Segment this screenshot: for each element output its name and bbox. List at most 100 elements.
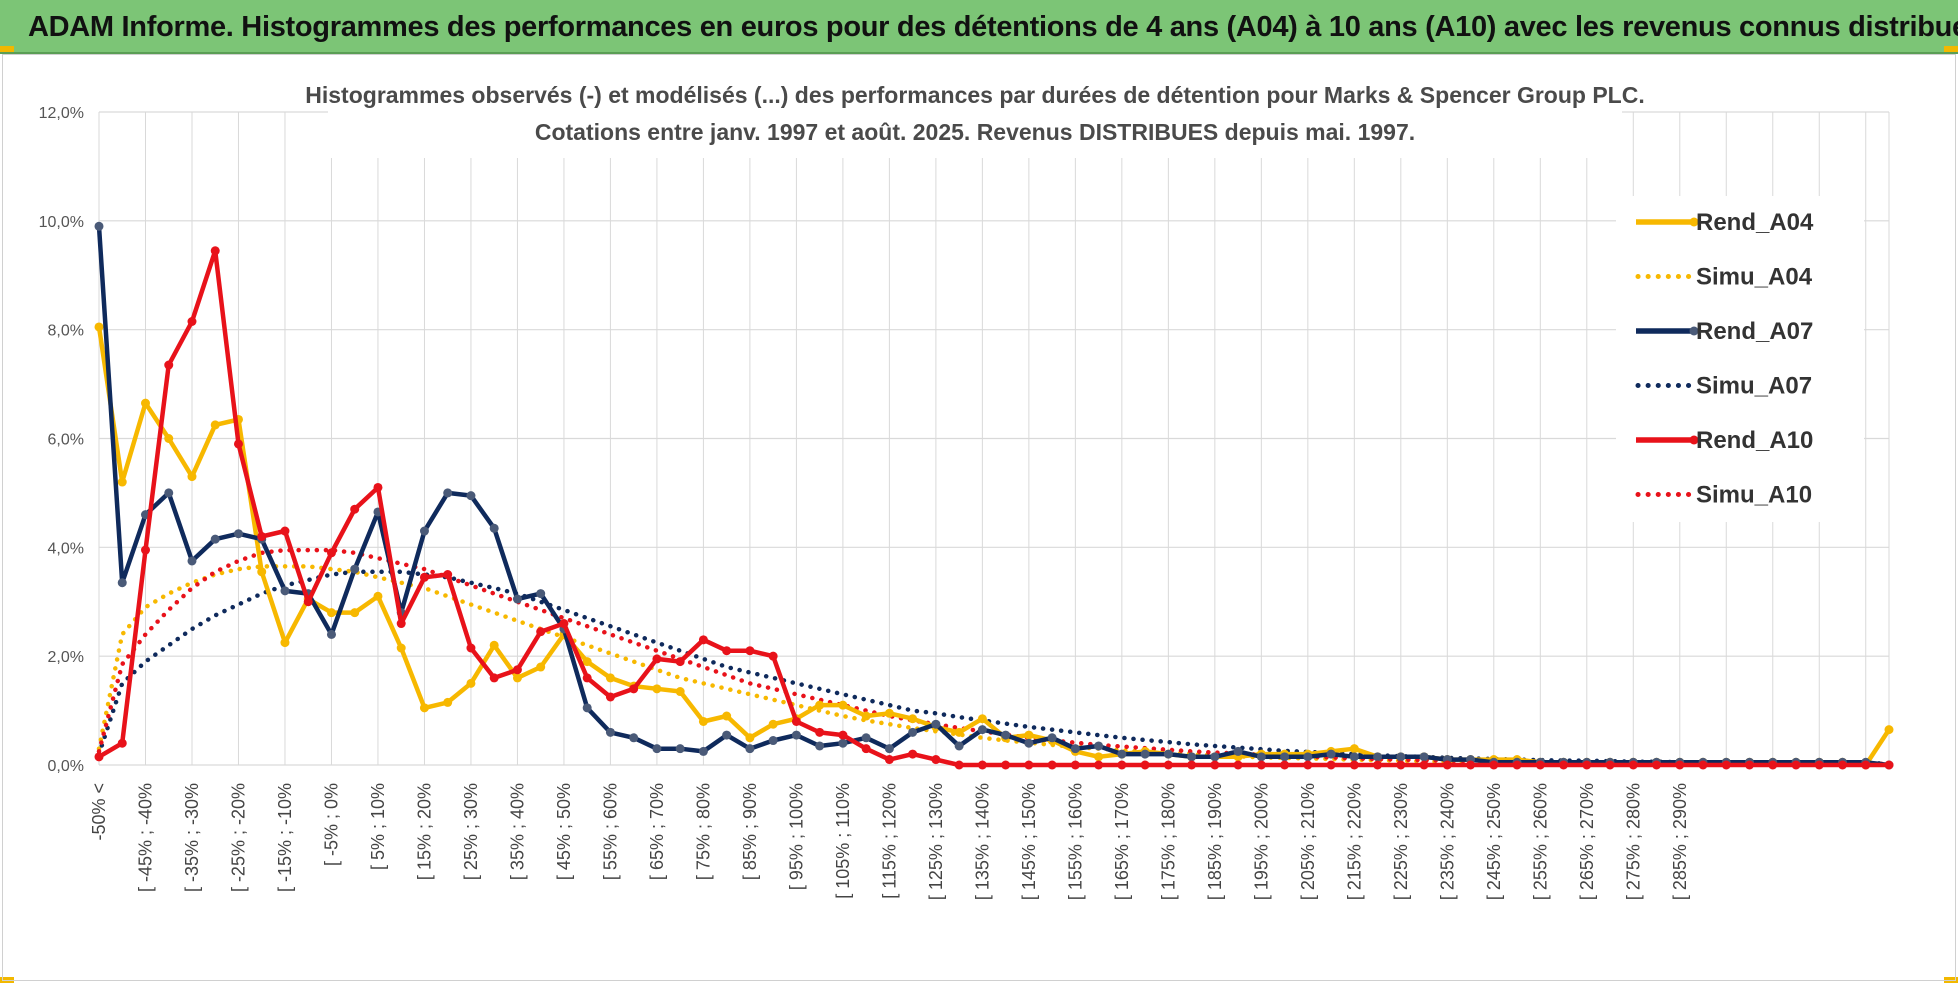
data-point-rend-a04 [489,640,499,650]
x-tick-label: [ -45% ; -40% [135,783,155,892]
data-point-rend-a04 [140,398,150,408]
data-point-rend-a10 [489,673,499,683]
x-tick-label: [ 255% ; 260% [1530,783,1550,900]
data-point-rend-a10 [1117,760,1127,770]
data-point-rend-a10 [815,727,825,737]
data-point-rend-a04 [768,719,778,729]
x-tick-label: [ 55% ; 60% [600,783,620,880]
data-point-rend-a10 [210,246,220,256]
x-tick-label: [ 245% ; 250% [1484,783,1504,900]
x-tick-label: [ 225% ; 230% [1391,783,1411,900]
data-point-rend-a07 [210,534,220,544]
data-point-rend-a10 [1628,760,1638,770]
data-point-rend-a07 [419,526,429,536]
data-point-rend-a10 [1814,760,1824,770]
data-point-rend-a10 [94,752,104,762]
data-point-rend-a07 [1280,752,1290,762]
x-tick-label: [ 185% ; 190% [1205,783,1225,900]
data-point-rend-a07 [931,719,941,729]
x-tick-label: [ 275% ; 280% [1623,783,1643,900]
data-point-rend-a10 [1652,760,1662,770]
page-title: ADAM Informe. Histogrammes des performan… [28,11,1958,43]
data-point-rend-a10 [1210,760,1220,770]
data-point-rend-a10 [1419,760,1429,770]
data-point-rend-a10 [1675,760,1685,770]
x-tick-label: [ -25% ; -20% [228,783,248,892]
data-point-rend-a10 [1768,760,1778,770]
data-point-rend-a07 [94,221,104,231]
data-point-rend-a04 [675,687,685,697]
data-point-rend-a10 [164,360,174,370]
data-point-rend-a10 [954,760,964,770]
data-point-rend-a10 [931,755,941,765]
y-tick-label: 8,0% [48,323,84,340]
data-point-rend-a10 [1163,760,1173,770]
data-point-rend-a04 [257,567,267,577]
data-point-rend-a10 [629,684,639,694]
data-point-rend-a07 [722,730,732,740]
data-point-rend-a07 [582,703,592,713]
data-point-rend-a10 [1466,760,1476,770]
data-point-rend-a07 [1233,746,1243,756]
data-point-rend-a04 [605,673,615,683]
data-point-rend-a10 [1745,760,1755,770]
data-point-rend-a10 [884,755,894,765]
x-tick-label: [ 265% ; 270% [1577,783,1597,900]
data-point-rend-a10 [1512,760,1522,770]
data-point-rend-a04 [861,711,871,721]
x-tick-label: [ 195% ; 200% [1251,783,1271,900]
data-point-rend-a10 [1001,760,1011,770]
data-point-rend-a10 [861,744,871,754]
data-point-rend-a10 [350,504,360,514]
x-axis: -50% < [ -45% ; -40% [ -35% ; -30% [ -25% ;… [89,783,1690,900]
data-point-rend-a07 [1187,752,1197,762]
data-point-rend-a07 [326,629,336,639]
data-point-rend-a07 [605,727,615,737]
data-point-rend-a07 [350,564,360,574]
data-point-rend-a04 [1349,744,1359,754]
corner-mark-top-left [0,46,14,52]
data-point-rend-a07 [1047,733,1057,743]
data-point-rend-a10 [1884,760,1894,770]
data-point-rend-a10 [698,635,708,645]
x-tick-label: [ 95% ; 100% [786,783,806,890]
x-tick-label: -50% < [89,783,109,841]
header-banner: ADAM Informe. Histogrammes des performan… [0,0,1958,54]
data-point-rend-a07 [280,586,290,596]
x-tick-label: [ 115% ; 120% [879,783,899,899]
data-point-rend-a10 [443,570,453,580]
x-tick-label: [ 165% ; 170% [1112,783,1132,900]
data-point-rend-a07 [698,746,708,756]
data-point-rend-a07 [815,741,825,751]
legend-marker-rend-a07 [1689,326,1699,336]
data-point-rend-a10 [1303,760,1313,770]
data-point-rend-a07 [838,738,848,748]
data-point-rend-a04 [838,700,848,710]
x-tick-label: [ -15% ; -10% [275,783,295,892]
data-point-rend-a07 [652,744,662,754]
data-point-rend-a07 [675,744,685,754]
data-point-rend-a10 [187,317,197,327]
x-tick-label: [ 35% ; 40% [507,783,527,880]
y-tick-label: 4,0% [48,540,84,557]
x-tick-label: [ 105% ; 110% [833,783,853,899]
data-point-rend-a07 [1373,752,1383,762]
data-point-rend-a07 [187,556,197,566]
data-point-rend-a10 [1349,760,1359,770]
legend-label-simu-a10: Simu_A10 [1696,482,1812,509]
legend-label-simu-a07: Simu_A07 [1696,373,1812,400]
y-tick-label: 12,0% [39,105,84,122]
data-point-rend-a04 [1884,725,1894,735]
data-point-rend-a07 [1140,749,1150,759]
data-point-rend-a07 [466,491,476,501]
data-point-rend-a10 [396,619,406,629]
y-tick-label: 10,0% [39,214,84,231]
data-point-rend-a10 [326,548,336,558]
data-point-rend-a10 [303,597,313,607]
x-tick-label: [ 215% ; 220% [1344,783,1364,900]
x-tick-label: [ 235% ; 240% [1437,783,1457,900]
data-point-rend-a07 [117,578,127,588]
data-point-rend-a07 [884,744,894,754]
data-point-rend-a10 [1233,760,1243,770]
x-tick-label: [ 205% ; 210% [1298,783,1318,900]
